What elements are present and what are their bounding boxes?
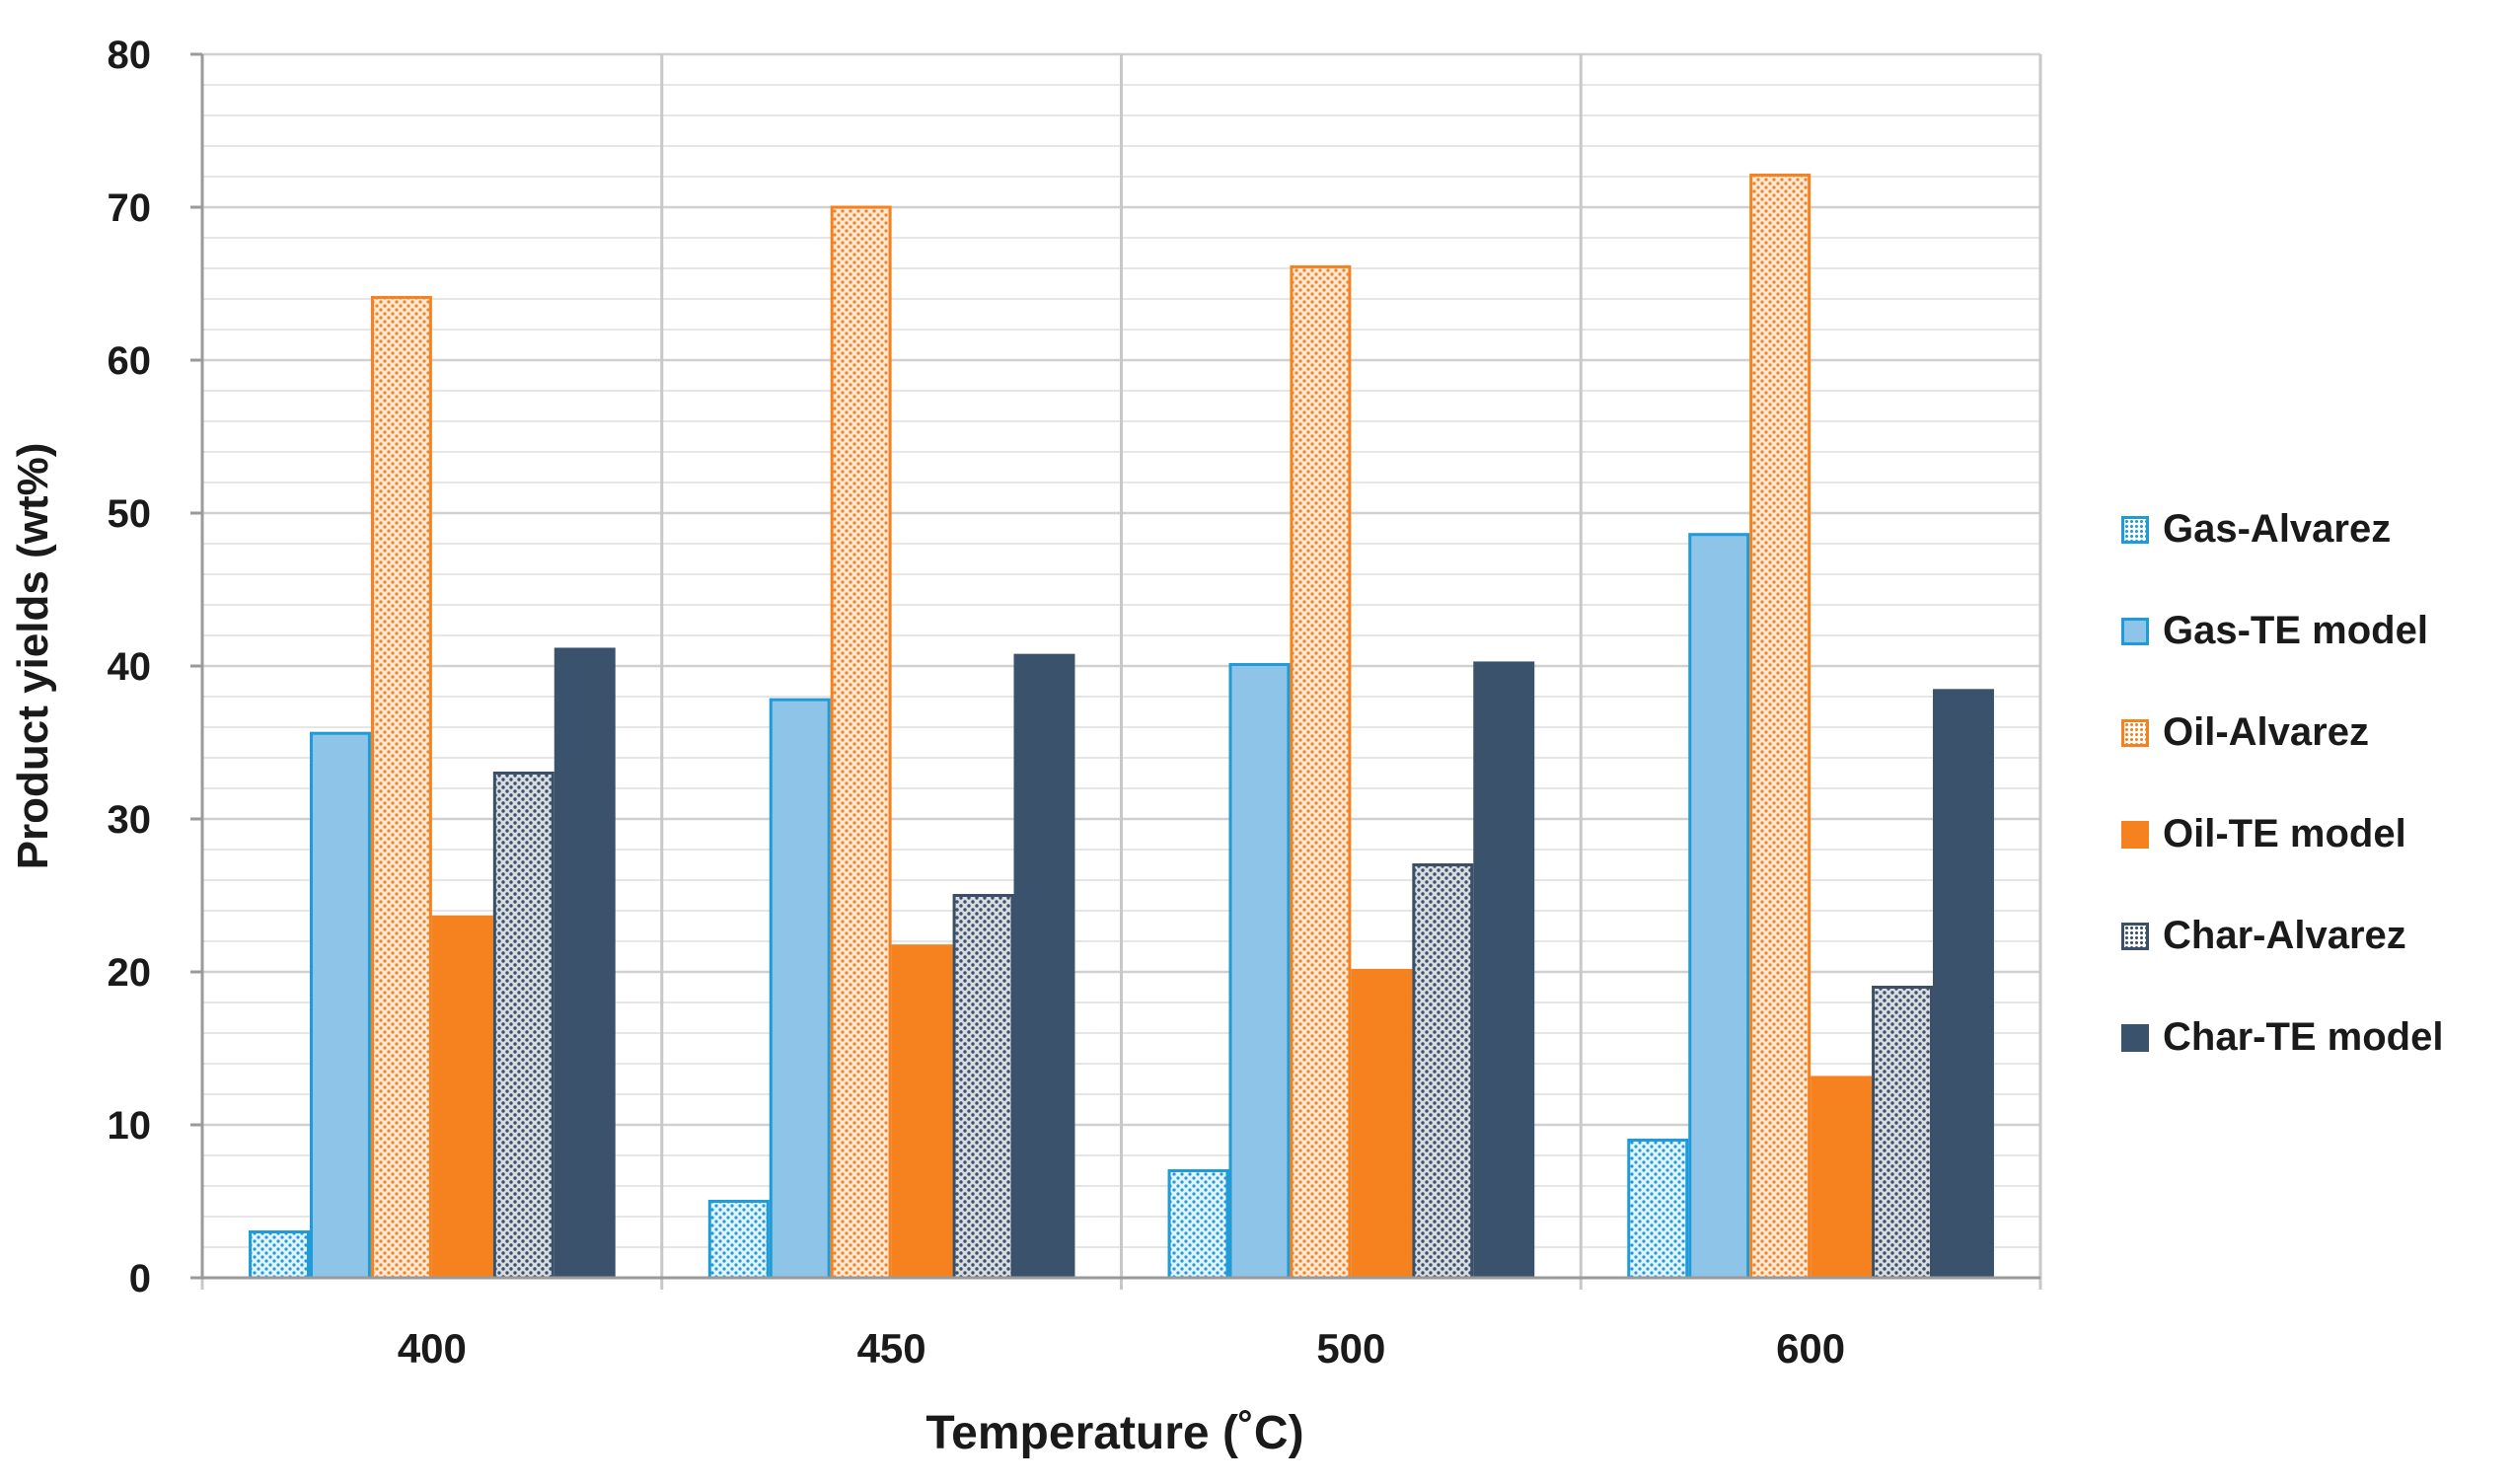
- axis-labels: Product yields (wt%) Temperature (˚C): [9, 443, 1304, 1459]
- bar-char-te-model-450: [1013, 653, 1075, 1280]
- legend-item: Oil-Alvarez: [2121, 682, 2506, 783]
- legend-label: Oil-Alvarez: [2163, 710, 2369, 754]
- bar-gas-te-model-600: [1688, 533, 1750, 1280]
- y-tick-label: 10: [108, 1104, 152, 1148]
- legend-label: Oil-TE model: [2163, 812, 2406, 855]
- legend-label: Gas-Alvarez: [2163, 507, 2392, 551]
- bar-char-alvarez-500: [1412, 863, 1474, 1280]
- x-axis-label: Temperature (˚C): [925, 1407, 1303, 1459]
- bar-oil-alvarez-400: [370, 295, 432, 1280]
- legend-item: Gas-TE model: [2121, 580, 2506, 682]
- bar-char-te-model-500: [1473, 661, 1535, 1280]
- y-axis-label: Product yields (wt%): [9, 443, 57, 870]
- bar-gas-alvarez-500: [1167, 1169, 1229, 1280]
- x-tick-label: 500: [1316, 1325, 1385, 1372]
- legend-item: Gas-Alvarez: [2121, 479, 2506, 580]
- legend-item: Oil-TE model: [2121, 783, 2506, 885]
- x-tick-label: 400: [398, 1325, 467, 1372]
- y-tick-label: 40: [108, 645, 152, 689]
- legend-swatch: [2121, 820, 2149, 849]
- bar-oil-te-model-400: [431, 915, 493, 1280]
- bar-char-alvarez-600: [1872, 986, 1934, 1280]
- bar-oil-alvarez-450: [830, 205, 892, 1280]
- legend-label: Gas-TE model: [2163, 609, 2428, 652]
- bar-oil-te-model-450: [891, 944, 953, 1280]
- bar-gas-te-model-400: [309, 731, 371, 1280]
- legend-swatch: [2121, 718, 2149, 747]
- legend-label: Char-TE model: [2163, 1015, 2444, 1059]
- bar-char-te-model-400: [554, 647, 616, 1280]
- y-tick-label: 20: [108, 951, 152, 995]
- bar-oil-alvarez-600: [1749, 173, 1812, 1280]
- y-tick-label: 0: [129, 1257, 151, 1300]
- legend-swatch: [2121, 515, 2149, 544]
- legend-swatch: [2121, 617, 2149, 645]
- bars: [249, 173, 1994, 1280]
- x-tick-label: 600: [1776, 1325, 1845, 1372]
- bar-gas-alvarez-400: [249, 1230, 310, 1280]
- y-tick-label: 60: [108, 339, 152, 383]
- y-tick-label: 30: [108, 798, 152, 842]
- bar-gas-te-model-500: [1228, 662, 1291, 1280]
- legend: Gas-Alvarez Gas-TE model Oil-Alvarez Oil-TE…: [2121, 479, 2506, 1088]
- legend-item: Char-Alvarez: [2121, 885, 2506, 987]
- bar-oil-te-model-600: [1811, 1076, 1873, 1280]
- legend-swatch: [2121, 1023, 2149, 1052]
- legend-label: Char-Alvarez: [2163, 914, 2406, 957]
- bar-oil-alvarez-500: [1290, 264, 1352, 1280]
- y-tick-label: 50: [108, 492, 152, 536]
- y-tick-label: 80: [108, 34, 152, 77]
- bar-gas-alvarez-450: [707, 1200, 770, 1280]
- bar-gas-alvarez-600: [1627, 1139, 1689, 1280]
- bar-char-te-model-600: [1933, 689, 1994, 1280]
- bar-char-alvarez-450: [952, 894, 1014, 1280]
- legend-swatch: [2121, 922, 2149, 950]
- bar-char-alvarez-400: [492, 772, 555, 1280]
- x-tick-label: 450: [857, 1325, 926, 1372]
- legend-item: Char-TE model: [2121, 987, 2506, 1088]
- bar-gas-te-model-450: [769, 698, 831, 1280]
- axes: 0 10 20 30 40 50 60 70 80 400 450 500 600: [108, 34, 2040, 1372]
- y-tick-label: 70: [108, 186, 152, 230]
- bar-oil-te-model-500: [1351, 968, 1413, 1280]
